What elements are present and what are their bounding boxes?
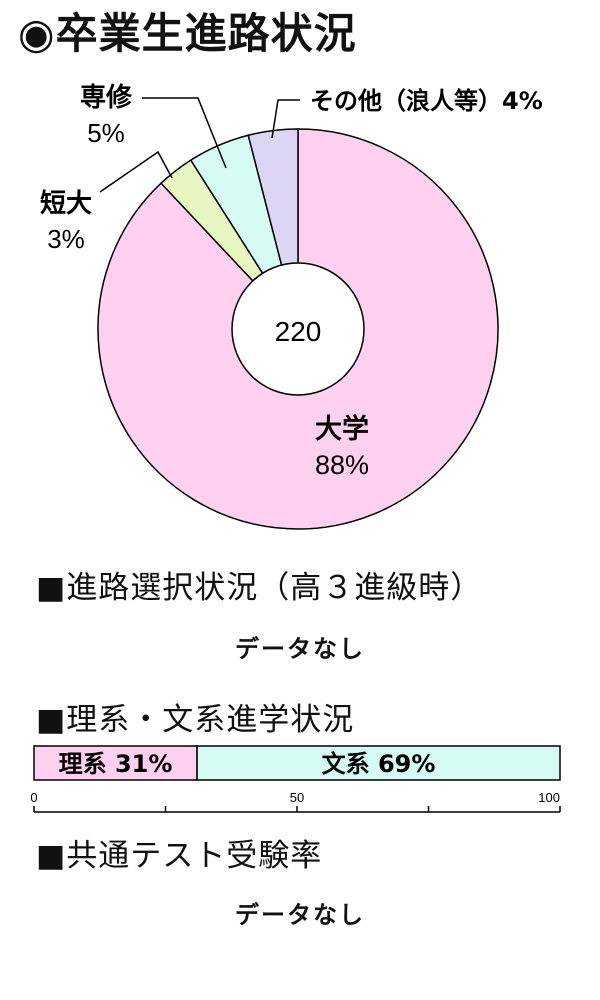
pie-center-label: 220	[275, 316, 322, 347]
leader-line-sonota	[271, 99, 300, 139]
leader-line-senshu	[142, 97, 227, 169]
pie-slice-daigaku	[97, 128, 499, 530]
slice-pct-senshu: 5%	[87, 118, 125, 148]
slice-pct-tandai: 3%	[47, 224, 85, 254]
pie-chart: 220 大学 88% 専修 5% 短大 3% その他（浪人等）4%	[40, 82, 543, 530]
bar-axis-tick-label: 50	[290, 790, 304, 805]
stacked-bar-chart: 理系 31% 文系 69% 0 50 100	[30, 745, 561, 813]
no-data-shinro: データなし	[235, 635, 365, 663]
bar-axis-tick-label: 0	[30, 790, 37, 805]
slice-label-senshu: 専修	[80, 82, 133, 113]
bar-label-rikei: 理系 31%	[59, 750, 173, 778]
bar-label-bunkei: 文系 69%	[322, 750, 436, 778]
slice-label-daigaku: 大学	[315, 413, 369, 445]
bar-segment-rikei	[33, 745, 198, 781]
no-data-kyotsu: データなし	[235, 901, 365, 929]
section-heading-riken: ■理系・文系進学状況	[36, 702, 355, 738]
slice-pct-daigaku: 88%	[315, 450, 369, 480]
pie-center-hole	[231, 262, 365, 396]
slice-label-tandai: 短大	[40, 189, 92, 219]
leader-line-tandai	[99, 150, 173, 193]
section-heading-kyotsu: ■共通テスト受験率	[36, 838, 323, 874]
bar-axis-tick-label: 100	[538, 790, 560, 805]
bar-segment-bunkei	[196, 745, 561, 781]
section-heading-shinro: ■進路選択状況（高３進級時）	[36, 570, 483, 606]
slice-label-sonota: その他（浪人等）4%	[310, 87, 543, 115]
page-title: ◉卒業生進路状況	[18, 9, 357, 58]
